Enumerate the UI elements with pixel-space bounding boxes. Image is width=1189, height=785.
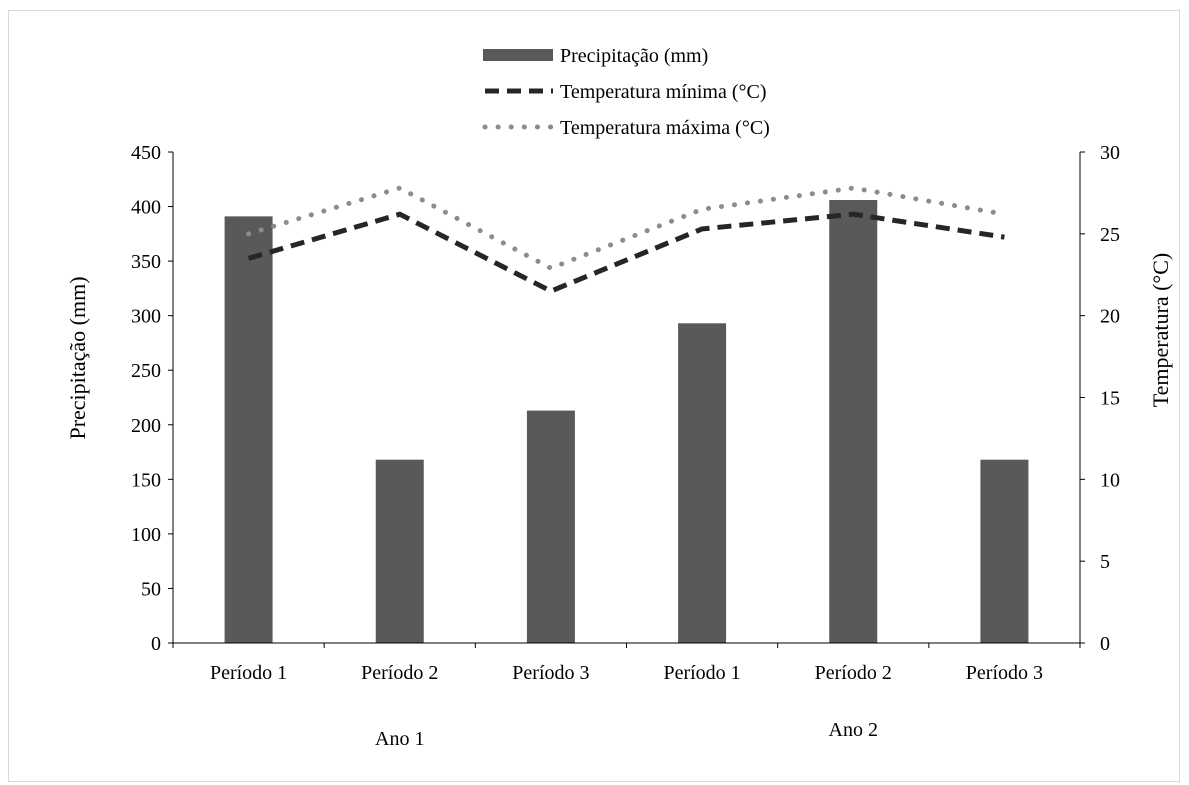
x-tick-label: Período 2 [361, 662, 438, 684]
y2-tick-label: 30 [1100, 142, 1120, 164]
y-tick-label: 100 [131, 524, 161, 546]
y2-axis-title: Temperatura (°C) [1148, 253, 1173, 407]
group-label: Ano 2 [829, 719, 878, 741]
y2-tick-label: 10 [1100, 469, 1120, 491]
legend: Precipitação (mm) Temperatura mínima (°C)… [482, 45, 770, 139]
bars-layer [224, 200, 1029, 643]
lines-layer [246, 185, 1007, 294]
y2-tick-label: 0 [1100, 633, 1110, 655]
y2-tick-label: 25 [1100, 224, 1120, 246]
y2-tick-label: 15 [1100, 388, 1120, 410]
legend-swatch-bar [483, 49, 553, 61]
bar-5 [829, 200, 878, 643]
y-tick-label: 300 [131, 306, 161, 328]
bar-6 [980, 459, 1029, 643]
bar-2 [375, 459, 424, 643]
x-tick-label: Período 1 [663, 662, 740, 684]
y-axis-title: Precipitação (mm) [65, 276, 90, 439]
y-tick-label: 450 [131, 142, 161, 164]
y-tick-label: 0 [151, 633, 161, 655]
y2-tick-label: 20 [1100, 306, 1120, 328]
y-tick-label: 50 [141, 578, 161, 600]
chart-frame [8, 10, 1180, 782]
y2-tick-label: 5 [1100, 551, 1110, 573]
x-tick-label: Período 2 [815, 662, 892, 684]
bar-1 [224, 216, 273, 643]
ticks-layer: 0 50 100 150 200 250 300 350 400 450 0 5 10 15 20 25 30 P… [131, 142, 1120, 750]
y-tick-label: 400 [131, 197, 161, 219]
x-tick-label: Período 3 [512, 662, 589, 684]
x-tick-label: Período 3 [966, 662, 1043, 684]
legend-label: Precipitação (mm) [560, 45, 708, 67]
line-temp-min [247, 211, 1005, 294]
bar-3 [526, 410, 575, 643]
legend-label: Temperatura máxima (°C) [560, 117, 770, 139]
y-tick-label: 150 [131, 469, 161, 491]
legend-label: Temperatura mínima (°C) [560, 81, 767, 103]
y-tick-label: 200 [131, 415, 161, 437]
x-tick-label: Período 1 [210, 662, 287, 684]
group-label: Ano 1 [375, 728, 424, 750]
bar-4 [678, 323, 727, 643]
line-temp-max [246, 185, 1007, 271]
y-tick-label: 350 [131, 251, 161, 273]
y-tick-label: 250 [131, 360, 161, 382]
